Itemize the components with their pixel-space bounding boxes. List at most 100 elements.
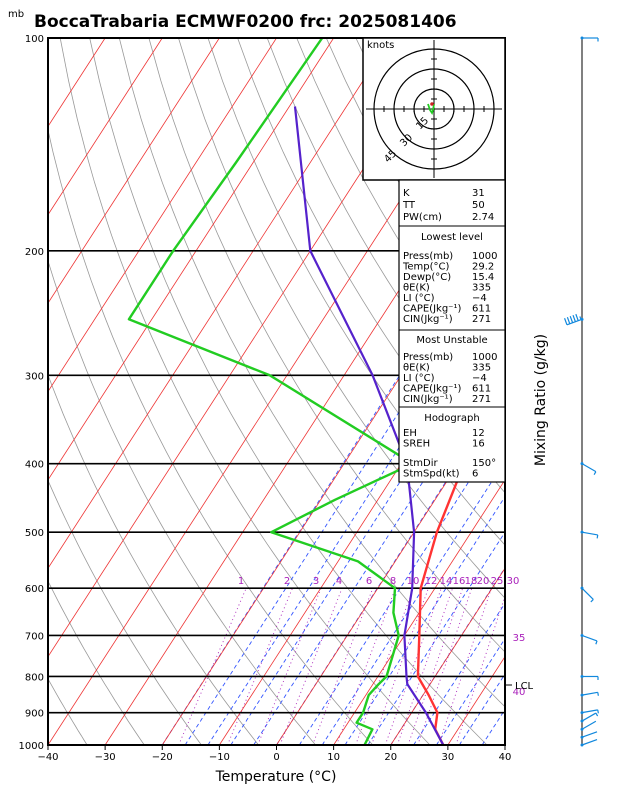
- index-row-value: 29.2: [472, 262, 494, 273]
- moist-adiabat: [436, 637, 505, 745]
- mixing-ratio-label: 12: [425, 576, 438, 587]
- index-row-label: Temp(°C): [402, 262, 450, 273]
- hodograph-trace: [427, 103, 435, 116]
- total-totals-label: TT: [402, 200, 416, 211]
- parcel-profile: [293, 106, 445, 745]
- index-row-label: Press(mb): [403, 352, 453, 363]
- pressure-tick-label: 500: [25, 528, 44, 539]
- temperature-tick-label: −10: [209, 752, 230, 763]
- dry-adiabat: [207, 38, 505, 546]
- index-row-label: θE(K): [403, 363, 430, 374]
- x-axis-label: Temperature (°C): [215, 769, 337, 785]
- wind-barb: [580, 731, 598, 739]
- wind-barb: [580, 462, 597, 475]
- isotherm: [276, 390, 505, 745]
- wind-barb: [580, 720, 597, 731]
- index-row-value: 12: [472, 428, 485, 439]
- temperature-tick-label: 30: [442, 752, 455, 763]
- index-row-value: 16: [472, 439, 485, 450]
- temperature-tick-label: −40: [37, 752, 58, 763]
- k-index-label: K: [403, 188, 410, 199]
- lcl-marker: LCL: [505, 681, 534, 692]
- dewpoint-profile: [127, 38, 414, 745]
- pressure-tick-label: 600: [25, 584, 44, 595]
- moist-adiabat: [413, 602, 505, 745]
- index-row-value: 271: [472, 314, 491, 325]
- dry-adiabat: [48, 580, 145, 745]
- index-row-value: 611: [472, 384, 491, 395]
- mixing-ratio-label: 8: [390, 576, 396, 587]
- temperature-tick-label: 40: [499, 752, 512, 763]
- profiles: [127, 38, 505, 745]
- mixing-ratio-label: 16: [453, 576, 466, 587]
- wind-barb: [580, 36, 599, 42]
- most-unstable-header: Most Unstable: [416, 335, 487, 346]
- dry-adiabat: [48, 479, 202, 745]
- temperature-tick-label: 0: [273, 752, 279, 763]
- mixing-ratio-line: [178, 587, 247, 745]
- dry-adiabat: [48, 678, 88, 745]
- index-row-value: 1000: [472, 251, 497, 262]
- index-row-label: LI (°C): [403, 373, 435, 384]
- index-row-label: StmDir: [403, 458, 438, 469]
- hodograph-storm-motion: [430, 102, 434, 106]
- isotherm: [48, 38, 392, 569]
- mixing-ratio-label: 2: [284, 576, 290, 587]
- mixing-ratio-label: 4: [336, 576, 342, 587]
- lcl-label: LCL: [515, 681, 534, 692]
- chart-title: BoccaTrabaria ECMWF0200 frc: 2025081406: [34, 12, 457, 32]
- pressure-tick-label: 100: [25, 34, 44, 45]
- mixing-ratio-label: 3: [313, 576, 319, 587]
- pressure-unit: mb: [8, 9, 24, 20]
- isotherm: [333, 479, 505, 745]
- temperature-tick-label: −20: [152, 752, 173, 763]
- hodograph: knots 15 30 45: [362, 37, 506, 181]
- mixing-ratio-label: 6: [366, 576, 372, 587]
- wind-barb: [580, 586, 594, 603]
- index-row-label: CIN(Jkg⁻¹): [403, 394, 453, 405]
- index-row-value: 150°: [472, 458, 496, 469]
- moist-adiabat: [458, 673, 505, 745]
- index-row-value: −4: [472, 293, 487, 304]
- mixing-ratio-label: 25: [491, 576, 504, 587]
- mixing-ratio-label: 10: [407, 576, 420, 587]
- pressure-tick-label: 700: [25, 631, 44, 642]
- mixing-ratio-label: 20: [477, 576, 490, 587]
- wind-barb: [580, 674, 599, 680]
- total-totals-value: 50: [472, 200, 485, 211]
- dry-adiabat: [48, 128, 374, 745]
- indices-panel: K 31 TT 50 PW(cm) 2.74 Lowest level Pres…: [398, 179, 506, 483]
- isotherm: [48, 38, 334, 481]
- k-index-value: 31: [472, 188, 485, 199]
- wind-barb: [580, 691, 599, 697]
- dry-adiabat: [118, 38, 505, 708]
- isotherm: [390, 567, 505, 745]
- wind-barb: [580, 709, 599, 715]
- moist-adiabat: [367, 531, 505, 745]
- wind-barb: [580, 530, 599, 539]
- moist-adiabat: [344, 495, 505, 745]
- wind-profile: [564, 36, 599, 747]
- mixing-ratio-label: 35: [513, 633, 526, 644]
- moist-adiabat: [321, 460, 505, 745]
- precipitable-water-value: 2.74: [472, 212, 494, 223]
- moist-adiabat: [299, 424, 505, 745]
- index-row-label: CAPE(Jkg⁻¹): [403, 304, 461, 315]
- dry-adiabat: [237, 38, 505, 494]
- hodograph-header: Hodograph: [424, 413, 479, 424]
- axis-ticks: −40 −30 −20 −10 0 10 20 30 40: [37, 745, 511, 763]
- index-row-label: θE(K): [403, 283, 430, 294]
- index-row-value: 335: [472, 363, 491, 374]
- index-row-value: 1000: [472, 352, 497, 363]
- isotherm: [48, 38, 220, 304]
- index-row-label: Dewp(°C): [403, 272, 451, 283]
- temperature-tick-label: 20: [384, 752, 397, 763]
- mixing-ratio-axis-label: Mixing Ratio (g/kg): [533, 334, 549, 466]
- mixing-ratio-label: 14: [440, 576, 453, 587]
- pressure-tick-label: 1000: [19, 741, 44, 752]
- index-row-value: 15.4: [472, 272, 494, 283]
- index-row-label: LI (°C): [403, 293, 435, 304]
- mixing-ratio-line: [227, 587, 293, 745]
